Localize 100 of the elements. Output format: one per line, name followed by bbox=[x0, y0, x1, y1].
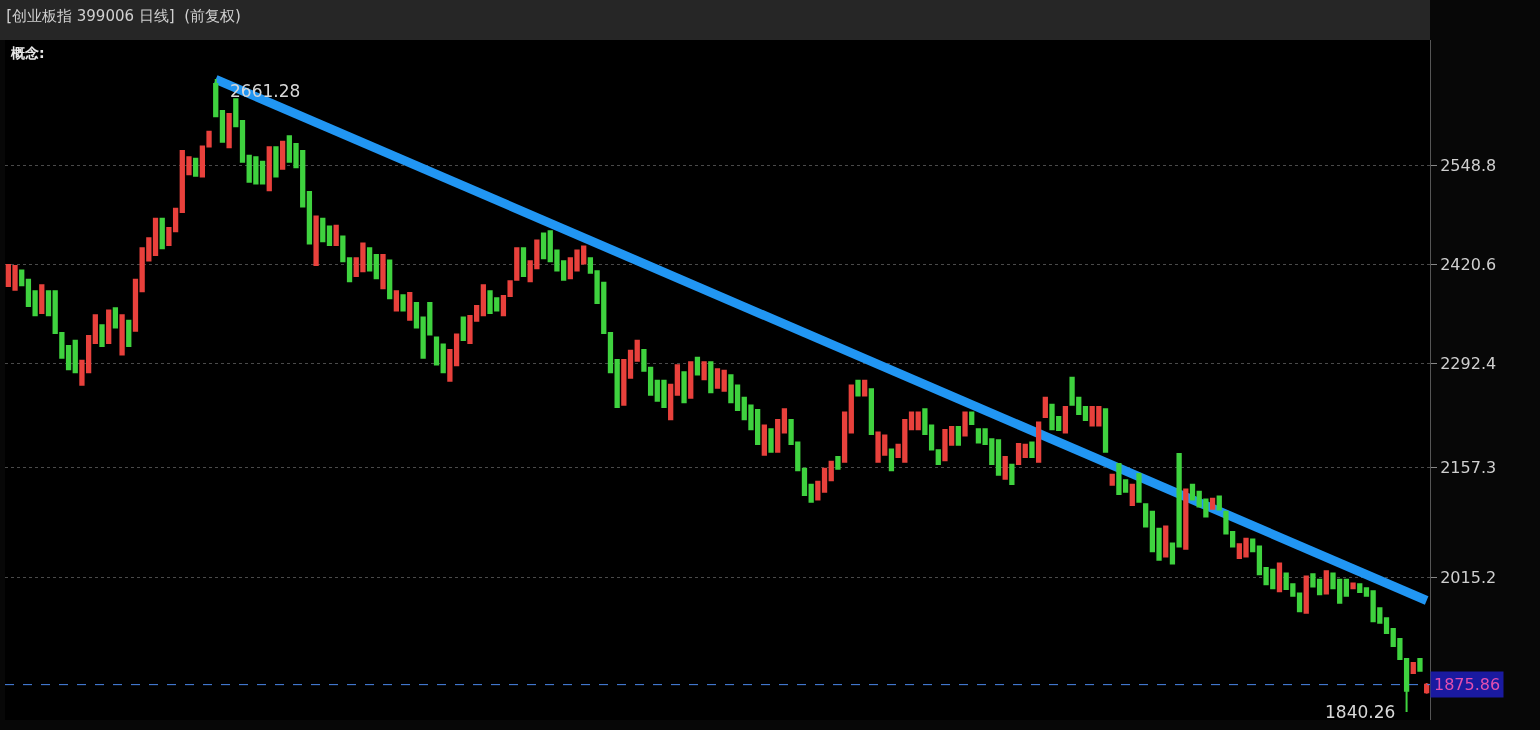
candlestick bbox=[1015, 442, 1022, 466]
candlestick bbox=[333, 224, 339, 247]
candlestick bbox=[1189, 483, 1196, 501]
candlestick bbox=[1022, 443, 1028, 459]
candlestick bbox=[280, 140, 286, 170]
candlestick bbox=[868, 388, 875, 435]
candlestick bbox=[1296, 592, 1303, 613]
candlestick bbox=[855, 379, 861, 397]
candlestick bbox=[1062, 405, 1069, 434]
candlestick bbox=[19, 269, 25, 287]
candlestick bbox=[775, 419, 781, 453]
candlestick bbox=[668, 383, 674, 421]
candlestick bbox=[835, 456, 841, 470]
candlestick bbox=[815, 480, 821, 501]
candlestick bbox=[340, 235, 346, 263]
candlestick bbox=[828, 460, 834, 482]
candlestick bbox=[219, 109, 226, 143]
candlestick bbox=[126, 319, 132, 348]
candlestick bbox=[407, 291, 413, 321]
candlestick bbox=[346, 257, 353, 283]
candlestick bbox=[387, 259, 393, 300]
candlestick bbox=[1009, 463, 1015, 486]
candlestick bbox=[433, 336, 440, 366]
candlestick bbox=[701, 361, 707, 381]
candlestick bbox=[962, 411, 968, 437]
candlestick bbox=[1129, 483, 1135, 506]
candlestick bbox=[1082, 405, 1089, 422]
candlestick bbox=[908, 411, 915, 431]
candlestick bbox=[72, 339, 78, 374]
candlestick bbox=[92, 314, 98, 344]
candlestick bbox=[614, 358, 620, 408]
y-tick-label: 2420.6 bbox=[1440, 255, 1497, 275]
candlestick bbox=[862, 379, 868, 397]
candlestick bbox=[326, 225, 333, 247]
candlestick bbox=[393, 290, 400, 312]
candlestick bbox=[915, 411, 921, 431]
candlestick bbox=[226, 113, 232, 149]
candlestick bbox=[801, 467, 808, 496]
candlestick bbox=[460, 316, 466, 341]
ref-line-label: 1875.86 bbox=[1434, 675, 1501, 694]
candlestick bbox=[688, 361, 694, 399]
y-tick-label: 2015.2 bbox=[1440, 567, 1497, 587]
candlestick bbox=[841, 411, 848, 463]
candlestick bbox=[1102, 408, 1109, 453]
candlestick bbox=[1035, 421, 1042, 463]
candlestick bbox=[1163, 525, 1169, 558]
candlestick bbox=[159, 217, 165, 250]
candlestick bbox=[106, 309, 112, 344]
candlestick bbox=[1216, 495, 1222, 511]
candlestick bbox=[1250, 538, 1256, 553]
candlestick bbox=[768, 428, 774, 453]
annotation: 1840.26 bbox=[1325, 702, 1396, 722]
candlestick bbox=[955, 426, 961, 446]
candlestick bbox=[119, 314, 125, 356]
candlestick bbox=[213, 78, 219, 118]
candlestick bbox=[674, 364, 680, 396]
candlestick bbox=[1136, 473, 1142, 503]
candlestick bbox=[634, 339, 640, 362]
candlestick bbox=[1276, 562, 1283, 593]
candlestick bbox=[99, 324, 105, 348]
candlestick bbox=[45, 290, 52, 317]
candlestick bbox=[708, 361, 714, 394]
candlestick bbox=[480, 284, 486, 317]
candlestick bbox=[848, 384, 854, 434]
candlestick bbox=[400, 294, 406, 312]
candlestick bbox=[1183, 488, 1189, 550]
candlestick bbox=[239, 119, 246, 163]
y-tick-label: 2548.8 bbox=[1440, 156, 1497, 176]
candlestick bbox=[821, 467, 828, 493]
candlestick bbox=[888, 448, 895, 472]
candlestick bbox=[1303, 575, 1309, 614]
candlestick bbox=[380, 254, 386, 290]
candlestick bbox=[969, 411, 975, 425]
candlestick bbox=[1002, 456, 1008, 480]
candlestick bbox=[721, 369, 727, 392]
candlestick bbox=[627, 349, 634, 379]
candlestick bbox=[681, 371, 687, 404]
candlestick bbox=[1383, 617, 1390, 634]
candlestick bbox=[132, 278, 139, 332]
candlestick bbox=[1143, 503, 1149, 528]
candlestick bbox=[1357, 583, 1363, 594]
candlestick bbox=[1029, 441, 1035, 459]
candlestick bbox=[193, 157, 199, 177]
candlestick bbox=[366, 247, 373, 272]
candlestick bbox=[1109, 473, 1115, 486]
candlestick bbox=[273, 146, 279, 178]
candlestick bbox=[694, 356, 701, 376]
chart-title: [创业板指 399006 日线] (前复权) bbox=[6, 7, 241, 26]
candlestick bbox=[1417, 658, 1423, 672]
y-tick-label: 2292.4 bbox=[1440, 354, 1497, 374]
candlestick bbox=[306, 190, 313, 245]
candlestick bbox=[320, 217, 326, 243]
candlestick bbox=[520, 247, 527, 277]
candlestick bbox=[607, 331, 614, 374]
candlestick bbox=[1343, 578, 1350, 597]
candlestick bbox=[266, 146, 272, 192]
candlestick bbox=[152, 217, 159, 257]
y-tick-label: 2157.3 bbox=[1440, 458, 1497, 478]
candlestick bbox=[621, 358, 627, 406]
candlestick bbox=[995, 439, 1002, 476]
